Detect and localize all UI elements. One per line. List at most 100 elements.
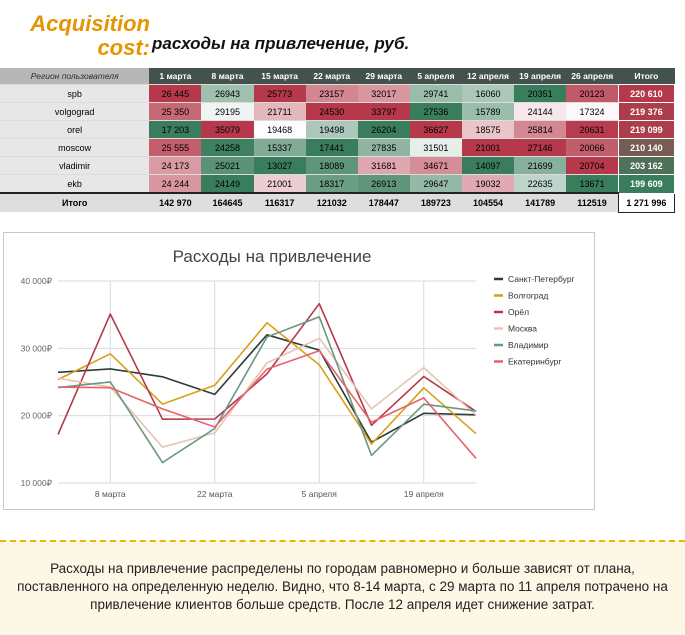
value-cell: 13027 — [253, 156, 306, 175]
region-cell: vladimir — [0, 156, 150, 175]
region-cell: ekb — [0, 174, 150, 193]
region-cell: moscow — [0, 138, 150, 157]
series-line — [57, 322, 477, 445]
legend-label: Волгоград — [508, 291, 548, 301]
value-cell: 31501 — [409, 138, 462, 157]
value-cell: 25021 — [201, 156, 254, 175]
value-cell: 34671 — [409, 156, 462, 175]
value-cell: 16060 — [461, 84, 515, 103]
column-header-date: 12 апреля — [461, 68, 515, 85]
value-cell: 24144 — [514, 102, 567, 121]
column-total-cell: 142 970 — [149, 192, 202, 212]
page-subtitle: расходы на привлечение, руб. — [152, 34, 410, 53]
table-row: volgograd 25 350 29195 21711 24530 33797 27536… — [0, 102, 676, 121]
x-tick-label: 8 марта — [95, 489, 126, 499]
value-cell: 26943 — [201, 84, 254, 103]
region-cell: spb — [0, 84, 150, 103]
legend-label: Орёл — [508, 307, 529, 317]
column-header-date: 19 апреля — [514, 68, 567, 85]
value-cell: 20066 — [566, 138, 619, 157]
column-header-total: Итого — [618, 68, 675, 85]
value-cell: 22635 — [514, 174, 567, 193]
value-cell: 19498 — [305, 120, 358, 139]
value-cell: 15789 — [461, 102, 515, 121]
series-line — [57, 334, 477, 443]
value-cell: 17 203 — [149, 120, 202, 139]
legend-label: Екатеринбург — [508, 357, 561, 367]
value-cell: 35079 — [201, 120, 254, 139]
value-cell: 24530 — [305, 102, 358, 121]
value-cell: 18575 — [461, 120, 515, 139]
value-cell: 27146 — [514, 138, 567, 157]
x-tick-label: 19 апреля — [404, 489, 444, 499]
value-cell: 29195 — [201, 102, 254, 121]
column-header-date: 29 марта — [357, 68, 410, 85]
value-cell: 23157 — [305, 84, 358, 103]
region-cell: volgograd — [0, 102, 150, 121]
value-cell: 18317 — [305, 174, 358, 193]
value-cell: 20631 — [566, 120, 619, 139]
x-tick-label: 5 апреля — [302, 489, 338, 499]
value-cell: 31681 — [357, 156, 410, 175]
table-row: orel 17 203 35079 19468 19498 26204 36627 18575… — [0, 120, 676, 139]
column-header-date: 26 апреля — [566, 68, 619, 85]
column-total-cell: 164645 — [201, 192, 254, 212]
value-cell: 26204 — [357, 120, 410, 139]
column-header-date: 8 марта — [201, 68, 254, 85]
column-header-date: 15 марта — [253, 68, 306, 85]
value-cell: 25814 — [514, 120, 567, 139]
row-total-cell: 219 376 — [617, 102, 676, 121]
legend-label: Санкт-Петербург — [508, 274, 575, 284]
value-cell: 14097 — [461, 156, 515, 175]
series-line — [57, 349, 477, 459]
y-tick-label: 40 000₽ — [21, 276, 53, 286]
table-row: spb 26 445 26943 25773 23157 32017 29741 16060 2… — [0, 84, 676, 103]
column-total-cell: 121032 — [305, 192, 358, 212]
column-total-cell: 112519 — [566, 192, 619, 212]
value-cell: 15337 — [253, 138, 306, 157]
acquisition-cost-table: Регион пользователя 1 марта 8 марта 15 март… — [0, 68, 676, 213]
value-cell: 21711 — [253, 102, 306, 121]
value-cell: 26 445 — [149, 84, 202, 103]
value-cell: 24 173 — [149, 156, 202, 175]
legend-label: Владимир — [508, 340, 549, 350]
value-cell: 32017 — [357, 84, 410, 103]
row-total-cell: 199 609 — [617, 174, 676, 194]
row-total-cell: 203 162 — [617, 156, 676, 175]
region-cell: orel — [0, 120, 150, 139]
value-cell: 26913 — [357, 174, 410, 193]
value-cell: 19468 — [253, 120, 306, 139]
value-cell: 21001 — [253, 174, 306, 193]
y-tick-label: 10 000₽ — [21, 478, 53, 488]
value-cell: 36627 — [409, 120, 462, 139]
value-cell: 27536 — [409, 102, 462, 121]
series-line — [57, 316, 477, 464]
value-cell: 25773 — [253, 84, 306, 103]
y-tick-label: 30 000₽ — [21, 343, 53, 353]
column-total-cell: 116317 — [253, 192, 306, 212]
value-cell: 20351 — [514, 84, 567, 103]
value-cell: 25 350 — [149, 102, 202, 121]
value-cell: 18089 — [305, 156, 358, 175]
column-header-date: 1 марта — [149, 68, 202, 85]
value-cell: 17324 — [566, 102, 619, 121]
value-cell: 13671 — [566, 174, 619, 193]
column-total-cell: 178447 — [357, 192, 410, 212]
value-cell: 25 555 — [149, 138, 202, 157]
value-cell: 29647 — [409, 174, 462, 193]
summary-text: Расходы на привлечение распределены по г… — [17, 561, 668, 612]
value-cell: 17441 — [305, 138, 358, 157]
row-total-cell: 219 099 — [617, 120, 676, 139]
column-header-date: 22 марта — [305, 68, 358, 85]
chart-title: Расходы на привлечение — [173, 247, 372, 266]
row-total-cell: 210 140 — [617, 138, 676, 157]
totals-label: Итого — [0, 192, 150, 212]
column-header-date: 5 апреля — [409, 68, 462, 85]
value-cell: 33797 — [357, 102, 410, 121]
series-line — [57, 302, 477, 435]
column-header-region: Регион пользователя — [0, 68, 150, 85]
value-cell: 21001 — [461, 138, 515, 157]
column-total-cell: 189723 — [409, 192, 462, 212]
summary-note: Расходы на привлечение распределены по г… — [0, 540, 685, 635]
value-cell: 29741 — [409, 84, 462, 103]
